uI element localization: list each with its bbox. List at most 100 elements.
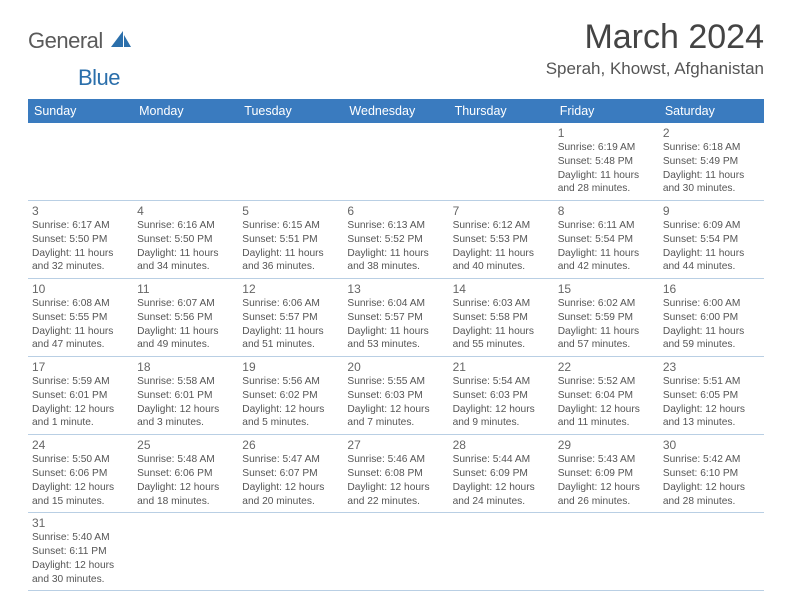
calendar-cell: 22Sunrise: 5:52 AMSunset: 6:04 PMDayligh… — [554, 357, 659, 435]
sunset-text: Sunset: 5:57 PM — [242, 311, 339, 325]
day-number: 27 — [347, 438, 444, 452]
sunrise-text: Sunrise: 5:50 AM — [32, 453, 129, 467]
daylight-text: Daylight: 11 hours and 30 minutes. — [663, 169, 760, 197]
sunrise-text: Sunrise: 5:40 AM — [32, 531, 129, 545]
day-info: Sunrise: 6:07 AMSunset: 5:56 PMDaylight:… — [137, 297, 234, 352]
calendar-cell — [343, 123, 448, 201]
day-number: 2 — [663, 126, 760, 140]
calendar-row: 1Sunrise: 6:19 AMSunset: 5:48 PMDaylight… — [28, 123, 764, 201]
daylight-text: Daylight: 12 hours and 1 minute. — [32, 403, 129, 431]
calendar-cell — [659, 513, 764, 591]
sunset-text: Sunset: 6:06 PM — [137, 467, 234, 481]
day-number: 29 — [558, 438, 655, 452]
day-number: 14 — [453, 282, 550, 296]
calendar-cell: 11Sunrise: 6:07 AMSunset: 5:56 PMDayligh… — [133, 279, 238, 357]
day-number: 20 — [347, 360, 444, 374]
calendar-cell: 7Sunrise: 6:12 AMSunset: 5:53 PMDaylight… — [449, 201, 554, 279]
daylight-text: Daylight: 12 hours and 15 minutes. — [32, 481, 129, 509]
sunrise-text: Sunrise: 5:52 AM — [558, 375, 655, 389]
calendar-cell: 24Sunrise: 5:50 AMSunset: 6:06 PMDayligh… — [28, 435, 133, 513]
logo-text-blue: Blue — [78, 65, 120, 90]
day-info: Sunrise: 6:16 AMSunset: 5:50 PMDaylight:… — [137, 219, 234, 274]
daylight-text: Daylight: 12 hours and 22 minutes. — [347, 481, 444, 509]
daylight-text: Daylight: 12 hours and 9 minutes. — [453, 403, 550, 431]
calendar-cell — [449, 513, 554, 591]
daylight-text: Daylight: 12 hours and 5 minutes. — [242, 403, 339, 431]
daylight-text: Daylight: 11 hours and 57 minutes. — [558, 325, 655, 353]
sunset-text: Sunset: 6:01 PM — [137, 389, 234, 403]
day-number: 16 — [663, 282, 760, 296]
day-info: Sunrise: 5:46 AMSunset: 6:08 PMDaylight:… — [347, 453, 444, 508]
sunrise-text: Sunrise: 6:00 AM — [663, 297, 760, 311]
sunrise-text: Sunrise: 6:15 AM — [242, 219, 339, 233]
sunset-text: Sunset: 6:08 PM — [347, 467, 444, 481]
sunrise-text: Sunrise: 6:04 AM — [347, 297, 444, 311]
day-info: Sunrise: 5:42 AMSunset: 6:10 PMDaylight:… — [663, 453, 760, 508]
day-info: Sunrise: 5:47 AMSunset: 6:07 PMDaylight:… — [242, 453, 339, 508]
daylight-text: Daylight: 12 hours and 11 minutes. — [558, 403, 655, 431]
calendar-cell: 16Sunrise: 6:00 AMSunset: 6:00 PMDayligh… — [659, 279, 764, 357]
sunset-text: Sunset: 5:51 PM — [242, 233, 339, 247]
day-number: 11 — [137, 282, 234, 296]
day-info: Sunrise: 5:50 AMSunset: 6:06 PMDaylight:… — [32, 453, 129, 508]
sunrise-text: Sunrise: 6:17 AM — [32, 219, 129, 233]
calendar-cell: 1Sunrise: 6:19 AMSunset: 5:48 PMDaylight… — [554, 123, 659, 201]
daylight-text: Daylight: 11 hours and 49 minutes. — [137, 325, 234, 353]
sunset-text: Sunset: 5:52 PM — [347, 233, 444, 247]
daylight-text: Daylight: 11 hours and 59 minutes. — [663, 325, 760, 353]
day-info: Sunrise: 6:15 AMSunset: 5:51 PMDaylight:… — [242, 219, 339, 274]
day-number: 21 — [453, 360, 550, 374]
calendar-cell — [28, 123, 133, 201]
daylight-text: Daylight: 12 hours and 30 minutes. — [32, 559, 129, 587]
calendar-cell — [238, 513, 343, 591]
day-number: 9 — [663, 204, 760, 218]
sunrise-text: Sunrise: 6:07 AM — [137, 297, 234, 311]
day-number: 13 — [347, 282, 444, 296]
day-number: 22 — [558, 360, 655, 374]
day-info: Sunrise: 6:04 AMSunset: 5:57 PMDaylight:… — [347, 297, 444, 352]
day-info: Sunrise: 6:08 AMSunset: 5:55 PMDaylight:… — [32, 297, 129, 352]
day-number: 5 — [242, 204, 339, 218]
day-info: Sunrise: 5:56 AMSunset: 6:02 PMDaylight:… — [242, 375, 339, 430]
daylight-text: Daylight: 12 hours and 28 minutes. — [663, 481, 760, 509]
calendar-row: 31Sunrise: 5:40 AMSunset: 6:11 PMDayligh… — [28, 513, 764, 591]
sunrise-text: Sunrise: 6:08 AM — [32, 297, 129, 311]
daylight-text: Daylight: 11 hours and 55 minutes. — [453, 325, 550, 353]
day-info: Sunrise: 5:55 AMSunset: 6:03 PMDaylight:… — [347, 375, 444, 430]
weekday-header: Thursday — [449, 99, 554, 123]
calendar-cell — [238, 123, 343, 201]
calendar-body: 1Sunrise: 6:19 AMSunset: 5:48 PMDaylight… — [28, 123, 764, 591]
calendar-row: 10Sunrise: 6:08 AMSunset: 5:55 PMDayligh… — [28, 279, 764, 357]
weekday-header: Saturday — [659, 99, 764, 123]
day-info: Sunrise: 6:09 AMSunset: 5:54 PMDaylight:… — [663, 219, 760, 274]
day-info: Sunrise: 6:19 AMSunset: 5:48 PMDaylight:… — [558, 141, 655, 196]
weekday-header: Sunday — [28, 99, 133, 123]
sunrise-text: Sunrise: 6:06 AM — [242, 297, 339, 311]
sunrise-text: Sunrise: 5:43 AM — [558, 453, 655, 467]
sunset-text: Sunset: 6:07 PM — [242, 467, 339, 481]
month-title: March 2024 — [546, 18, 764, 57]
sunset-text: Sunset: 5:54 PM — [663, 233, 760, 247]
sunset-text: Sunset: 6:06 PM — [32, 467, 129, 481]
day-number: 23 — [663, 360, 760, 374]
sunset-text: Sunset: 5:59 PM — [558, 311, 655, 325]
day-info: Sunrise: 5:43 AMSunset: 6:09 PMDaylight:… — [558, 453, 655, 508]
day-number: 6 — [347, 204, 444, 218]
sunset-text: Sunset: 6:09 PM — [453, 467, 550, 481]
day-info: Sunrise: 6:03 AMSunset: 5:58 PMDaylight:… — [453, 297, 550, 352]
sunset-text: Sunset: 6:05 PM — [663, 389, 760, 403]
calendar-cell: 20Sunrise: 5:55 AMSunset: 6:03 PMDayligh… — [343, 357, 448, 435]
sunrise-text: Sunrise: 6:13 AM — [347, 219, 444, 233]
sunrise-text: Sunrise: 5:51 AM — [663, 375, 760, 389]
calendar-cell — [449, 123, 554, 201]
weekday-header: Wednesday — [343, 99, 448, 123]
daylight-text: Daylight: 12 hours and 3 minutes. — [137, 403, 234, 431]
calendar-cell: 19Sunrise: 5:56 AMSunset: 6:02 PMDayligh… — [238, 357, 343, 435]
day-number: 19 — [242, 360, 339, 374]
calendar-cell: 10Sunrise: 6:08 AMSunset: 5:55 PMDayligh… — [28, 279, 133, 357]
calendar-cell: 6Sunrise: 6:13 AMSunset: 5:52 PMDaylight… — [343, 201, 448, 279]
day-info: Sunrise: 6:17 AMSunset: 5:50 PMDaylight:… — [32, 219, 129, 274]
calendar-cell — [343, 513, 448, 591]
calendar-cell: 26Sunrise: 5:47 AMSunset: 6:07 PMDayligh… — [238, 435, 343, 513]
calendar-cell: 14Sunrise: 6:03 AMSunset: 5:58 PMDayligh… — [449, 279, 554, 357]
